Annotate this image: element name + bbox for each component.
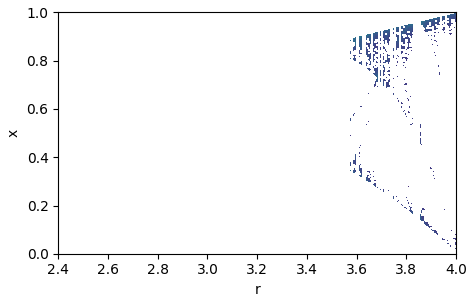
Y-axis label: x: x (7, 129, 21, 137)
X-axis label: r: r (254, 283, 260, 297)
